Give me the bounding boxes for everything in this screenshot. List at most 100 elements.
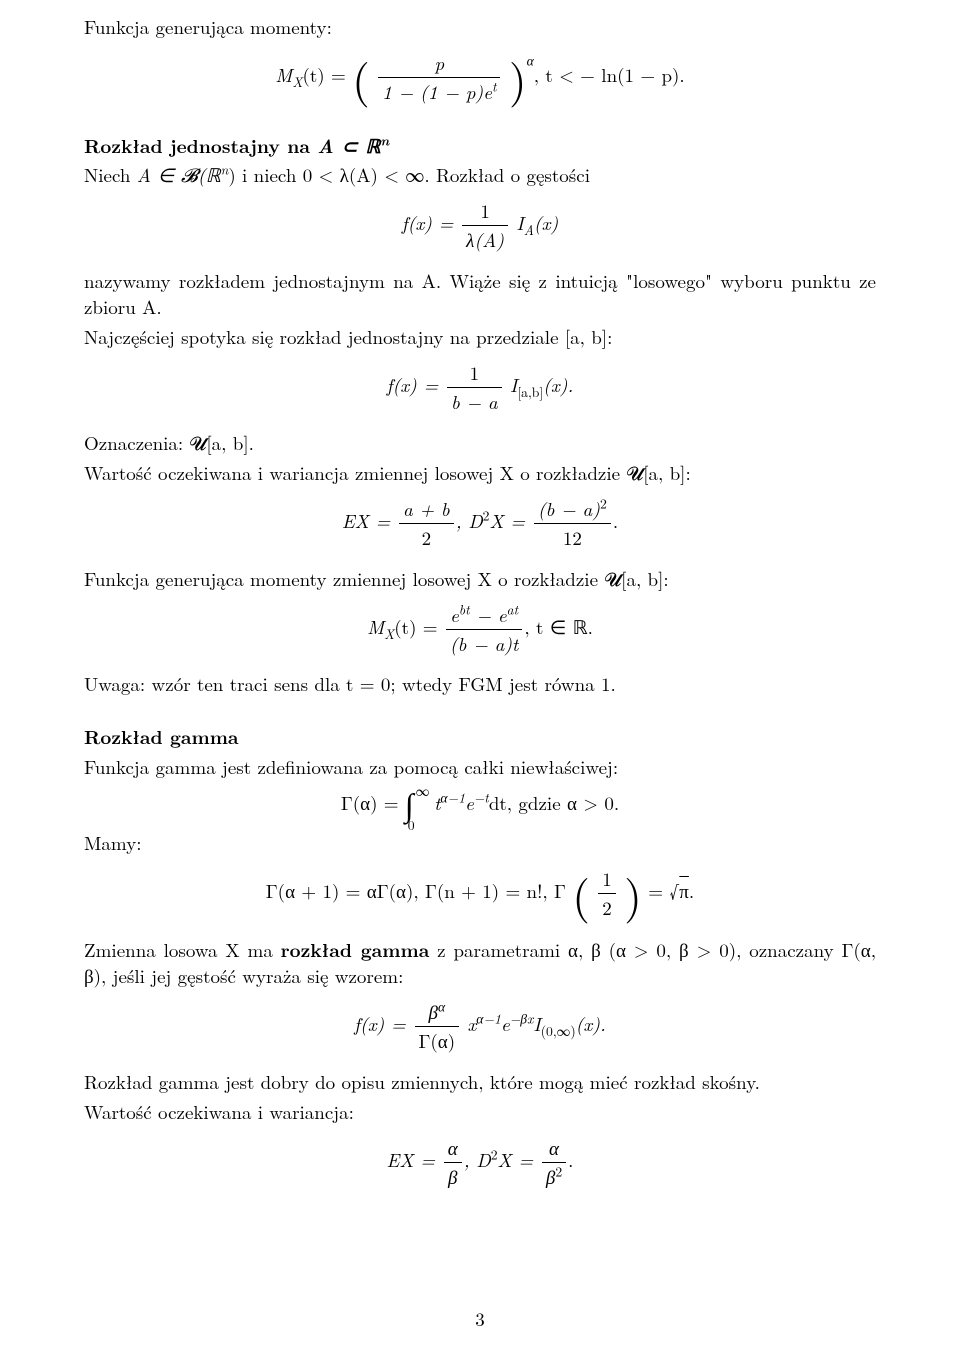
txt: f(x) = bbox=[402, 209, 460, 236]
txt: Rozkład jednostajny na bbox=[84, 131, 317, 159]
txt: , t ∈ ℝ. bbox=[524, 613, 593, 640]
frac: βα Γ(α) bbox=[415, 999, 460, 1054]
txt: Zmienna losowa X ma bbox=[84, 936, 281, 963]
txt: (x). bbox=[543, 371, 573, 398]
den: β bbox=[444, 1163, 462, 1190]
num: 1 bbox=[598, 866, 616, 894]
sup: 2 bbox=[483, 506, 490, 525]
frac: p 1 − (1 − p)et bbox=[378, 50, 500, 105]
txt: Γ(α) = bbox=[341, 789, 405, 816]
sup: n bbox=[380, 130, 389, 150]
txt: X = bbox=[498, 1146, 540, 1173]
eq-gamma-props: Γ(α + 1) = αΓ(α), Γ(n + 1) = n!, Γ ( 1 2… bbox=[84, 866, 876, 921]
sup: t bbox=[492, 77, 497, 96]
den: 1 − (1 − p)e bbox=[382, 78, 492, 105]
sub: X bbox=[292, 72, 302, 91]
txt: (t) = bbox=[394, 613, 444, 640]
eq-density-ab: f(x) = 1 b − a I[a,b](x). bbox=[84, 360, 876, 415]
para-called-uniform: nazywamy rozkładem jednostajnym na A. Wi… bbox=[84, 268, 876, 320]
den: 2 bbox=[598, 894, 616, 921]
num: α bbox=[444, 1135, 462, 1163]
bold: rozkład gamma bbox=[281, 935, 430, 963]
para-mamy: Mamy: bbox=[84, 830, 876, 856]
sup: at bbox=[507, 599, 519, 618]
sup: α bbox=[527, 51, 534, 70]
num: a + b bbox=[399, 496, 454, 524]
txt: Niech bbox=[84, 161, 137, 188]
eq-gamma-evvar: EX = α β , D2X = α β2 . bbox=[84, 1135, 876, 1190]
para-notation: Oznaczenia: 𝓤[a, b]. bbox=[84, 430, 876, 456]
sup: bt bbox=[459, 599, 470, 618]
sym: M bbox=[275, 61, 292, 88]
sup: −βx bbox=[510, 1009, 534, 1028]
sym: I bbox=[516, 209, 523, 236]
para-mgf-intro: Funkcja generująca momenty: bbox=[84, 14, 876, 40]
frac: (b − a)2 12 bbox=[534, 496, 611, 551]
eq-gamma-func: Γ(α) = ∫∞0 tα−1e−tdt, gdzie α > 0. bbox=[84, 790, 876, 816]
sym: e bbox=[501, 1010, 510, 1037]
sym: I bbox=[533, 1010, 540, 1037]
txt: , D bbox=[464, 1146, 491, 1173]
para-gamma-def: Funkcja gamma jest zdefiniowana za pomoc… bbox=[84, 754, 876, 780]
sup: α−1 bbox=[440, 787, 465, 806]
num: p bbox=[378, 50, 500, 78]
sub: [a,b] bbox=[517, 382, 543, 401]
sym: β bbox=[429, 998, 438, 1025]
eq-density-A: f(x) = 1 λ(A) IA(x) bbox=[84, 198, 876, 253]
para-gamma-evvar: Wartość oczekiwana i wariancja: bbox=[84, 1099, 876, 1125]
heading-uniform: Rozkład jednostajny na A ⊂ ℝn bbox=[84, 132, 876, 158]
sup: 2 bbox=[555, 1162, 562, 1181]
para-ev-var: Wartość oczekiwana i wariancja zmiennej … bbox=[84, 460, 876, 486]
frac: 1 b − a bbox=[447, 360, 502, 415]
txt: . bbox=[568, 1146, 573, 1173]
sup: α−1 bbox=[476, 1009, 501, 1028]
txt: = bbox=[648, 877, 669, 904]
sym: − e bbox=[470, 601, 507, 628]
eq-mgf-uniform: MX(t) = ebt − eat (b − a)t , t ∈ ℝ. bbox=[84, 602, 876, 657]
para-caution: Uwaga: wzór ten traci sens dla t = 0; wt… bbox=[84, 671, 876, 697]
eq-mgf: MX(t) = ( p 1 − (1 − p)et )α, t < − ln(1… bbox=[84, 50, 876, 105]
num: 1 bbox=[462, 198, 508, 226]
heading-gamma: Rozkład gamma bbox=[84, 723, 876, 749]
para-X-has-gamma: Zmienna losowa X ma rozkład gamma z para… bbox=[84, 936, 876, 989]
para-let-A: Niech A ∈ 𝓑(ℝn) i niech 0 < λ(A) < ∞. Ro… bbox=[84, 162, 876, 188]
sup: α bbox=[438, 997, 445, 1016]
txt: (x) bbox=[534, 209, 558, 236]
sym: A ⊂ ℝ bbox=[317, 131, 380, 159]
num: (b − a) bbox=[538, 495, 600, 522]
den: 12 bbox=[534, 524, 611, 551]
sym: M bbox=[367, 613, 384, 640]
txt: f(x) = bbox=[354, 1010, 412, 1037]
txt: ) i niech 0 < λ(A) < ∞. Rozkład o gęstoś… bbox=[228, 161, 590, 188]
frac: α β bbox=[444, 1135, 462, 1190]
sup: 2 bbox=[600, 494, 607, 513]
sub: 0 bbox=[408, 816, 415, 835]
txt: X = bbox=[490, 507, 532, 534]
sup: 2 bbox=[491, 1144, 498, 1163]
sub: (0,∞) bbox=[541, 1021, 576, 1040]
txt: , D bbox=[456, 507, 483, 534]
sym: A ∈ 𝓑(ℝ bbox=[137, 161, 221, 188]
para-gamma-good: Rozkład gamma jest dobry do opisu zmienn… bbox=[84, 1069, 876, 1095]
para-mgf-uniform: Funkcja generująca momenty zmiennej loso… bbox=[84, 566, 876, 592]
frac: 1 2 bbox=[598, 866, 616, 921]
txt: dt, gdzie α > 0. bbox=[489, 789, 619, 816]
num: 1 bbox=[447, 360, 502, 388]
frac: a + b 2 bbox=[399, 496, 454, 551]
frac: α β2 bbox=[542, 1135, 566, 1190]
sqrt: π bbox=[678, 877, 689, 904]
txt: Γ(α + 1) = αΓ(α), Γ(n + 1) = n!, Γ bbox=[266, 877, 566, 904]
sub: A bbox=[524, 220, 534, 239]
txt: EX = bbox=[342, 507, 397, 534]
page: Funkcja generująca momenty: MX(t) = ( p … bbox=[0, 0, 960, 1366]
den: λ(A) bbox=[462, 226, 508, 253]
sub: X bbox=[384, 623, 394, 642]
sym: e bbox=[450, 601, 459, 628]
frac: ebt − eat (b − a)t bbox=[446, 602, 522, 657]
page-number: 3 bbox=[0, 1306, 960, 1332]
frac: 1 λ(A) bbox=[462, 198, 508, 253]
txt: f(x) = bbox=[387, 371, 445, 398]
sym: e bbox=[465, 789, 474, 816]
den: 2 bbox=[399, 524, 454, 551]
txt: (t) = bbox=[302, 61, 352, 88]
